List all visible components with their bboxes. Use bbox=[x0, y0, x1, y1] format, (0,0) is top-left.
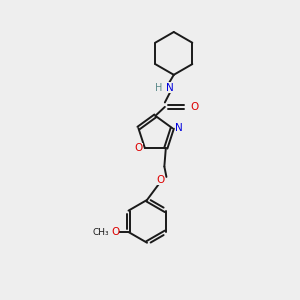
Text: N: N bbox=[175, 123, 183, 133]
Text: O: O bbox=[157, 175, 165, 185]
Text: H: H bbox=[154, 82, 162, 93]
Text: O: O bbox=[190, 102, 199, 112]
Text: N: N bbox=[166, 82, 174, 93]
Text: O: O bbox=[134, 143, 142, 153]
Text: CH₃: CH₃ bbox=[92, 227, 109, 236]
Text: O: O bbox=[111, 227, 119, 237]
